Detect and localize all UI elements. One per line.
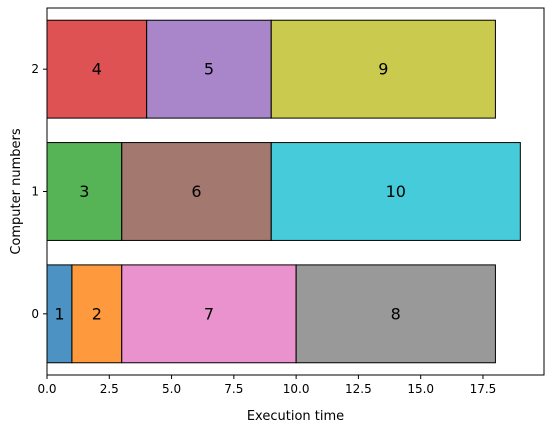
y-axis-ticks: 0 1 2 <box>31 62 47 321</box>
x-tick-label: 7.5 <box>224 382 243 396</box>
task-label-5: 5 <box>204 60 214 79</box>
task-bar-5 <box>146 19 272 119</box>
task-bar-10 <box>270 142 521 241</box>
task-label-7: 7 <box>204 304 214 323</box>
y-tick-label: 2 <box>31 62 39 76</box>
task-label-3: 3 <box>79 182 89 201</box>
y-axis-label: Computer numbers <box>9 128 24 254</box>
task-label-1: 1 <box>54 304 64 323</box>
x-axis-ticks: 0.0 2.5 5.0 7.5 10.0 12.5 15.0 17.5 <box>37 375 496 396</box>
task-label-9: 9 <box>378 60 388 79</box>
x-tick-label: 0.0 <box>37 382 56 396</box>
task-label-8: 8 <box>391 304 401 323</box>
task-bar-7 <box>121 264 297 364</box>
task-bar-8 <box>295 264 496 364</box>
y-tick-label: 1 <box>31 185 39 199</box>
x-tick-label: 12.5 <box>345 382 372 396</box>
task-label-10: 10 <box>386 182 406 201</box>
bars-layer <box>46 19 521 364</box>
task-label-6: 6 <box>191 182 201 201</box>
x-tick-label: 10.0 <box>283 382 310 396</box>
x-axis-label: Execution time <box>247 409 344 424</box>
x-tick-label: 2.5 <box>100 382 119 396</box>
task-label-4: 4 <box>92 60 102 79</box>
bar-labels-layer: 1 2 7 8 3 6 10 4 5 9 <box>54 60 406 324</box>
task-bar-3 <box>46 142 123 241</box>
x-tick-label: 15.0 <box>407 382 434 396</box>
x-tick-label: 5.0 <box>162 382 181 396</box>
task-bar-6 <box>121 142 272 241</box>
y-tick-label: 0 <box>31 307 39 321</box>
task-bar-9 <box>270 19 496 119</box>
task-bar-2 <box>71 264 123 364</box>
x-tick-label: 17.5 <box>470 382 497 396</box>
task-label-2: 2 <box>92 304 102 323</box>
